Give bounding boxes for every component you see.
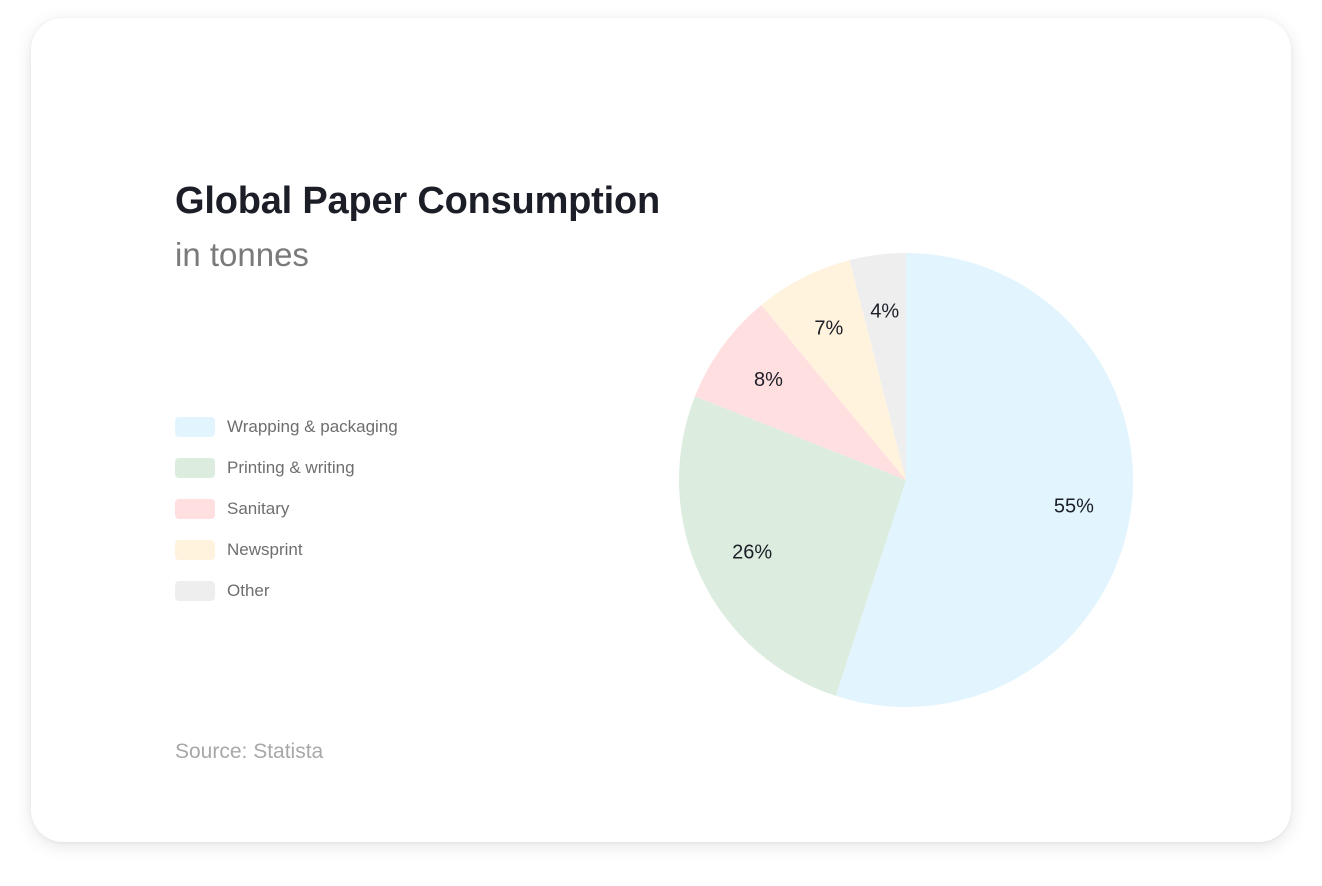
pie-slice <box>849 253 906 480</box>
chart-source: Source: Statista <box>175 740 324 763</box>
legend-item: Printing & writing <box>175 458 398 478</box>
chart-legend: Wrapping & packaging Printing & writing Sa… <box>175 417 398 622</box>
legend-item: Other <box>175 581 398 601</box>
legend-item: Wrapping & packaging <box>175 417 398 437</box>
legend-swatch <box>175 499 215 519</box>
slice-data-label: 55% <box>1054 496 1094 518</box>
legend-label: Sanitary <box>227 499 290 518</box>
legend-label: Newsprint <box>227 540 303 559</box>
pie-chart: 55% 26% 8% 7% 4% <box>679 253 1133 707</box>
pie-slice <box>679 396 906 696</box>
slice-data-label: 26% <box>732 541 772 563</box>
slice-data-label: 4% <box>870 300 899 322</box>
pie-slice <box>835 253 1133 707</box>
chart-card: Global Paper Consumption in tonnes Wrapp… <box>31 18 1291 842</box>
legend-label: Wrapping & packaging <box>227 417 398 436</box>
slice-data-label: 7% <box>814 318 843 340</box>
legend-item: Sanitary <box>175 499 398 519</box>
legend-swatch <box>175 417 215 437</box>
slice-data-label: 8% <box>754 369 783 391</box>
legend-swatch <box>175 458 215 478</box>
pie-slice <box>761 260 906 480</box>
chart-subtitle: in tonnes <box>175 236 309 273</box>
legend-swatch <box>175 581 215 601</box>
pie-slice <box>694 305 906 480</box>
legend-swatch <box>175 540 215 560</box>
legend-label: Printing & writing <box>227 458 355 477</box>
chart-title: Global Paper Consumption <box>175 180 661 222</box>
legend-label: Other <box>227 581 270 600</box>
legend-item: Newsprint <box>175 540 398 560</box>
